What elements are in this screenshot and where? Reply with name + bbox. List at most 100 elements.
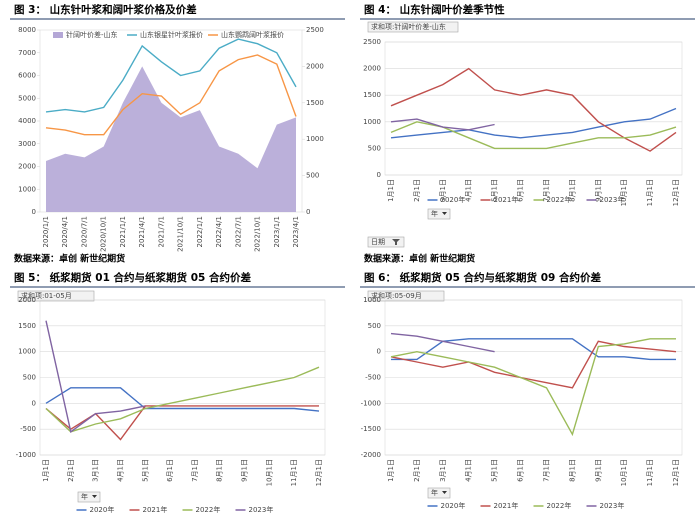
chart-title: 图 5： 纸浆期货 01 合约与纸浆期货 05 合约价差 — [14, 271, 251, 284]
y-tick-label: 500 — [23, 374, 36, 382]
y-tick-label: 0 — [32, 208, 36, 216]
legend-label: 2021年 — [494, 501, 519, 510]
x-tick-label: 11月1日 — [646, 459, 654, 486]
dropdown-arrow — [442, 212, 447, 215]
x-tick-label: 2021/10/1 — [177, 216, 185, 252]
y-tick-label: 1000 — [363, 118, 381, 126]
y2-tick-label: 1000 — [306, 135, 324, 143]
y-tick-label: 7000 — [18, 49, 36, 57]
x-tick-label: 1月1日 — [387, 179, 395, 202]
y-tick-label: 2000 — [18, 163, 36, 171]
dropdown-arrow — [442, 491, 447, 494]
pivot-field-label: 求和项:05-09月 — [371, 291, 422, 300]
line-series — [390, 332, 495, 353]
legend-label: 2020年 — [441, 195, 466, 204]
x-tick-label: 8月1日 — [568, 179, 576, 202]
dropdown-arrow — [92, 495, 97, 498]
y-tick-label: -500 — [365, 374, 381, 382]
x-tick-label: 2月1日 — [67, 459, 75, 482]
x-tick-label: 11月1日 — [646, 179, 654, 206]
legend-label: 针阔叶价差-山东 — [66, 30, 118, 39]
x-tick-label: 2020/1/1 — [42, 216, 50, 247]
line-series — [391, 338, 676, 361]
x-tick-label: 4月1日 — [465, 179, 473, 202]
pivot-field-button — [367, 21, 459, 33]
year-filter-button[interactable] — [427, 208, 451, 220]
year-filter-label: 年 — [81, 492, 88, 501]
y-tick-label: 5000 — [18, 94, 36, 102]
x-tick-label: 5月1日 — [491, 179, 499, 202]
y2-tick-label: 0 — [306, 208, 310, 216]
x-tick-label: 8月1日 — [216, 459, 224, 482]
x-tick-label: 2020/4/1 — [61, 216, 69, 247]
line-series — [390, 67, 677, 152]
line-series — [45, 387, 320, 412]
y2-tick-label: 2000 — [306, 62, 324, 70]
x-tick-label: 12月1日 — [672, 179, 680, 206]
x-tick-label: 5月1日 — [141, 459, 149, 482]
x-tick-label: 2021/1/1 — [119, 216, 127, 247]
x-tick-label: 1月1日 — [387, 459, 395, 482]
x-tick-label: 12月1日 — [672, 459, 680, 486]
line-series — [390, 118, 495, 131]
x-tick-label: 2022/7/1 — [234, 216, 242, 247]
y-tick-label: 2000 — [18, 296, 36, 304]
x-tick-label: 6月1日 — [517, 179, 525, 202]
filter-icon — [392, 239, 400, 245]
x-tick-label: 2021/7/1 — [157, 216, 165, 247]
x-tick-label: 4月1日 — [465, 459, 473, 482]
x-tick-label: 8月1日 — [568, 459, 576, 482]
line-series — [390, 121, 677, 150]
year-filter-button[interactable] — [77, 491, 101, 503]
chart-title: 图 3： 山东针叶浆和阔叶浆价格及价差 — [14, 3, 197, 16]
x-tick-label: 10月1日 — [620, 179, 628, 206]
x-tick-label: 9月1日 — [594, 459, 602, 482]
y2-tick-label: 500 — [306, 172, 319, 180]
x-tick-label: 2022/4/1 — [215, 216, 223, 247]
legend-label: 2023年 — [600, 195, 625, 204]
x-tick-label: 3月1日 — [92, 459, 100, 482]
chart-title: 图 4： 山东针阔叶价差季节性 — [364, 3, 505, 16]
y2-tick-label: 1500 — [306, 99, 324, 107]
source-note: 数据来源：卓创 新世纪期货 — [14, 253, 125, 265]
y-tick-label: -1500 — [361, 425, 381, 433]
x-tick-label: 7月1日 — [191, 459, 199, 482]
chart-title: 图 6： 纸浆期货 05 合约与纸浆期货 09 合约价差 — [364, 271, 601, 284]
x-tick-label: 2023/1/1 — [273, 216, 281, 247]
x-tick-label: 6月1日 — [517, 459, 525, 482]
legend-label: 2023年 — [249, 505, 274, 514]
plot-frame — [384, 41, 683, 176]
x-tick-label: 3月1日 — [439, 459, 447, 482]
pivot-field-label: 求和项:01-05月 — [21, 291, 72, 300]
x-tick-label: 10月1日 — [265, 459, 273, 486]
legend-label: 2021年 — [143, 505, 168, 514]
x-tick-label: 9月1日 — [241, 459, 249, 482]
legend-label: 2022年 — [547, 195, 572, 204]
x-tick-label: 11月1日 — [290, 459, 298, 486]
y2-tick-label: 2500 — [306, 26, 324, 34]
x-tick-label: 9月1日 — [594, 179, 602, 202]
y-tick-label: 0 — [377, 348, 381, 356]
legend-label: 2020年 — [441, 501, 466, 510]
line-series — [390, 338, 676, 437]
legend-swatch — [53, 32, 63, 38]
y-tick-label: -1000 — [16, 451, 36, 459]
x-tick-label: 1月1日 — [42, 459, 50, 482]
y-tick-label: 2500 — [363, 38, 381, 46]
date-filter-button[interactable] — [367, 236, 405, 248]
line-series — [45, 54, 297, 136]
line-series — [45, 38, 297, 113]
line-series — [45, 405, 319, 441]
x-tick-label: 4月1日 — [116, 459, 124, 482]
line-series — [390, 340, 677, 389]
pivot-field-label: 求和项:针阔叶价差-山东 — [371, 22, 446, 31]
legend-label: 山东银星针叶浆报价 — [140, 30, 203, 39]
y-tick-label: -2000 — [361, 451, 381, 459]
x-tick-label: 2021/4/1 — [138, 216, 146, 247]
y-tick-label: 4000 — [18, 117, 36, 125]
x-tick-label: 2月1日 — [413, 179, 421, 202]
year-filter-button[interactable] — [427, 487, 451, 499]
y-tick-label: 1000 — [18, 185, 36, 193]
legend-label: 2022年 — [547, 501, 572, 510]
